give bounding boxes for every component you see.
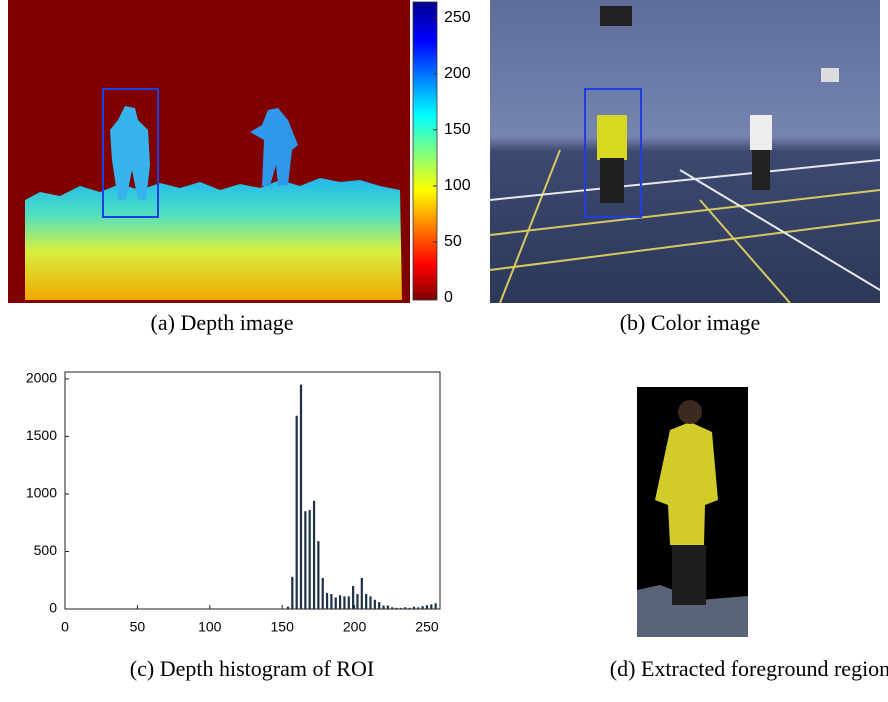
x-tick-label: 200 [343, 619, 367, 635]
bar [326, 593, 328, 609]
bar [356, 594, 358, 609]
bar [378, 602, 380, 609]
bar [348, 596, 350, 609]
caption: (d) Extracted foreground region [610, 656, 888, 681]
caption: (b) Color image [620, 310, 761, 335]
bar [374, 600, 376, 609]
bar [313, 501, 315, 609]
y-tick-label: 1500 [26, 427, 57, 443]
bar [291, 577, 293, 609]
bar [413, 607, 415, 609]
caption: (c) Depth histogram of ROI [130, 656, 374, 681]
bar [330, 594, 332, 609]
colorbar-tick-label: 200 [444, 65, 471, 82]
bar [343, 596, 345, 609]
y-tick-label: 500 [34, 542, 58, 558]
bar [408, 608, 410, 609]
plot-frame [65, 372, 440, 609]
colorbar-tick-label: 100 [444, 177, 471, 194]
bar [309, 510, 311, 609]
colorbar-tick-label: 250 [444, 9, 471, 26]
bar [300, 385, 302, 609]
foreground-image [637, 387, 748, 637]
depth-image [8, 0, 437, 303]
bar [404, 607, 406, 609]
bar [391, 607, 393, 609]
bar [369, 596, 371, 609]
bar [361, 578, 363, 609]
x-tick-label: 100 [198, 619, 222, 635]
bar [382, 606, 384, 609]
bar [322, 578, 324, 609]
x-tick-label: 50 [130, 619, 146, 635]
bar [365, 594, 367, 609]
caption: (a) Depth image [151, 310, 294, 335]
bar [430, 604, 432, 609]
bar [317, 541, 319, 609]
bar [335, 597, 337, 609]
x-tick-label: 150 [271, 619, 295, 635]
y-tick-label: 0 [49, 600, 57, 616]
bar [422, 606, 424, 609]
color-image [490, 0, 880, 303]
colorbar-tick-label: 150 [444, 121, 471, 138]
bar [287, 607, 289, 609]
y-tick-label: 1000 [26, 485, 57, 501]
bar [352, 586, 354, 609]
bar [400, 608, 402, 609]
y-tick-label: 2000 [26, 370, 57, 386]
bar [339, 595, 341, 609]
colorbar-tick-label: 0 [444, 289, 453, 306]
bar [304, 511, 306, 609]
x-tick-label: 250 [415, 619, 439, 635]
x-tick-label: 0 [61, 619, 69, 635]
figure: (a) Depth image (b) Color image (c) Depth … [0, 0, 888, 702]
bar [426, 606, 428, 609]
bar [417, 607, 419, 609]
bar [435, 603, 437, 609]
colorbar-tick-label: 50 [444, 233, 462, 250]
bar [296, 416, 298, 609]
bar [387, 606, 389, 609]
bar [395, 608, 397, 609]
